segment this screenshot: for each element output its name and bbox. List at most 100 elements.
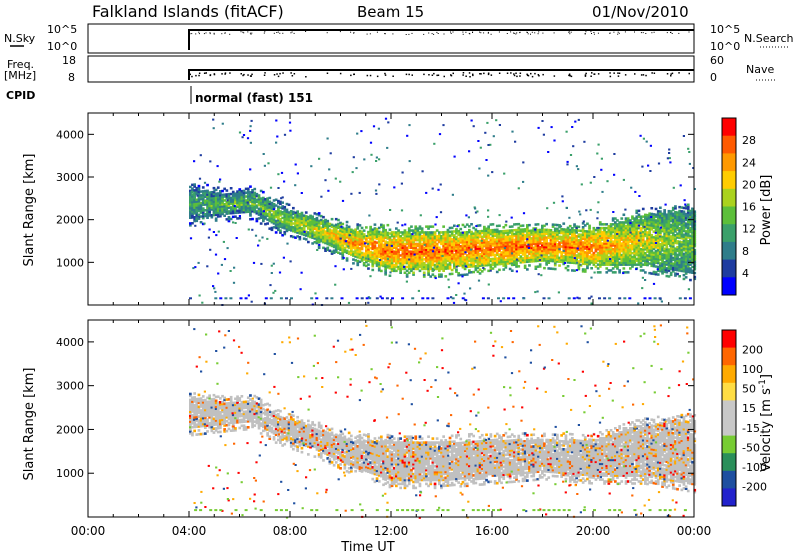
nave-point <box>617 75 620 77</box>
nave-point <box>198 74 200 77</box>
power-colorbar-swatch <box>722 135 736 154</box>
nave-point <box>291 75 294 77</box>
power-colorbar-tick: 8 <box>742 245 749 258</box>
nsearch-point <box>291 31 293 33</box>
nave-point <box>490 74 493 76</box>
nave-point <box>221 73 223 75</box>
nsearch-point <box>411 32 413 34</box>
nsearch-point <box>213 32 215 34</box>
nsearch-point <box>568 31 570 33</box>
nsearch-point <box>585 31 587 33</box>
nave-point <box>250 75 252 77</box>
nave-point <box>384 74 387 76</box>
freq-ytick-low: 8 <box>68 71 75 84</box>
nave-ytick-high: 60 <box>710 54 724 67</box>
nsearch-point <box>519 31 521 33</box>
nave-point <box>198 72 201 74</box>
velocity-colorbar-swatch <box>722 400 736 419</box>
nsearch-point <box>203 33 205 35</box>
nsearch-point <box>191 33 193 35</box>
nave-point <box>443 75 445 78</box>
nsearch-point <box>462 31 464 33</box>
nave-point <box>526 73 528 76</box>
nsearch-point <box>376 31 378 33</box>
nave-point <box>651 72 653 74</box>
nave-point <box>293 73 296 75</box>
nsearch-point <box>645 33 647 34</box>
nave-point <box>538 75 540 77</box>
power-colorbar-label: Power [dB] <box>759 175 774 246</box>
nave-point <box>527 74 530 77</box>
power-colorbar-swatch <box>722 277 736 296</box>
nave-point <box>353 73 355 76</box>
nsearch-point <box>613 31 615 33</box>
velocity-ytick-label: 4000 <box>56 336 84 349</box>
nsearch-point <box>198 33 200 35</box>
nsearch-point <box>469 33 471 35</box>
nsearch-point <box>570 31 572 33</box>
nave-point <box>498 72 501 74</box>
nave-point <box>513 73 515 75</box>
nave-point <box>568 74 570 77</box>
nsearch-point <box>568 31 570 33</box>
nsearch-point <box>593 33 595 35</box>
nsearch-point <box>408 33 410 35</box>
nave-point <box>433 72 435 75</box>
nave-point <box>645 74 647 77</box>
nave-point <box>590 75 592 77</box>
small-panels-data <box>188 29 694 80</box>
nsearch-point <box>498 31 500 33</box>
nave-point <box>290 72 292 74</box>
nave-point <box>465 75 467 77</box>
nsearch-point <box>678 32 680 34</box>
power-colorbar-tick: 28 <box>742 134 756 147</box>
power-colorbar-tick: 4 <box>742 267 749 280</box>
x-axis-label: Time UT <box>340 540 394 554</box>
nsearch-point <box>538 31 540 33</box>
nave-point <box>584 74 587 76</box>
nave-point <box>653 72 656 74</box>
nsky-label: N.Sky <box>4 32 36 45</box>
nsearch-point <box>526 32 528 33</box>
nave-point <box>189 73 191 76</box>
date-label: 01/Nov/2010 <box>592 3 689 21</box>
nsearch-point <box>282 32 284 34</box>
velocity-colorbar-tick: 200 <box>742 344 763 357</box>
velocity-colorbar-swatch <box>722 488 736 507</box>
nsearch-point <box>642 32 644 34</box>
x-tick-label: 00:00 <box>677 524 712 538</box>
nave-point <box>191 75 193 78</box>
nsearch-point <box>224 32 226 34</box>
nsearch-point <box>251 32 253 34</box>
nsearch-point <box>480 32 482 34</box>
power-colorbar-swatch <box>722 118 736 137</box>
velocity-colorbar-swatch <box>722 330 736 348</box>
nave-point <box>263 74 266 76</box>
nave-point <box>277 75 280 78</box>
x-tick-label: 08:00 <box>273 524 308 538</box>
nave-point <box>666 73 669 75</box>
cpid-text: normal (fast) 151 <box>195 91 313 105</box>
nsearch-point <box>240 31 242 33</box>
velocity-colorbar-swatch <box>722 347 736 366</box>
power-ytick-label: 1000 <box>56 256 84 269</box>
nave-point <box>203 72 206 74</box>
nsearch-point <box>242 31 244 33</box>
velocity-colorbar-label: Velocity [m s-1] <box>758 374 774 472</box>
nave-point <box>251 73 253 76</box>
nave-point <box>423 73 425 76</box>
nave-point <box>483 72 485 75</box>
nsearch-point <box>450 32 452 34</box>
nsearch-point <box>443 33 445 35</box>
nsearch-point <box>405 34 407 35</box>
nsearch-point <box>569 33 571 35</box>
nsearch-point <box>433 33 435 35</box>
nave-point <box>273 74 276 76</box>
nave-point <box>510 72 512 74</box>
nave-point <box>506 72 509 74</box>
freq-ytick-high: 18 <box>62 54 76 67</box>
power-colorbar-tick: 20 <box>742 178 756 191</box>
nave-point <box>617 72 619 74</box>
nave-point <box>642 74 645 76</box>
nsearch-point <box>542 32 544 34</box>
